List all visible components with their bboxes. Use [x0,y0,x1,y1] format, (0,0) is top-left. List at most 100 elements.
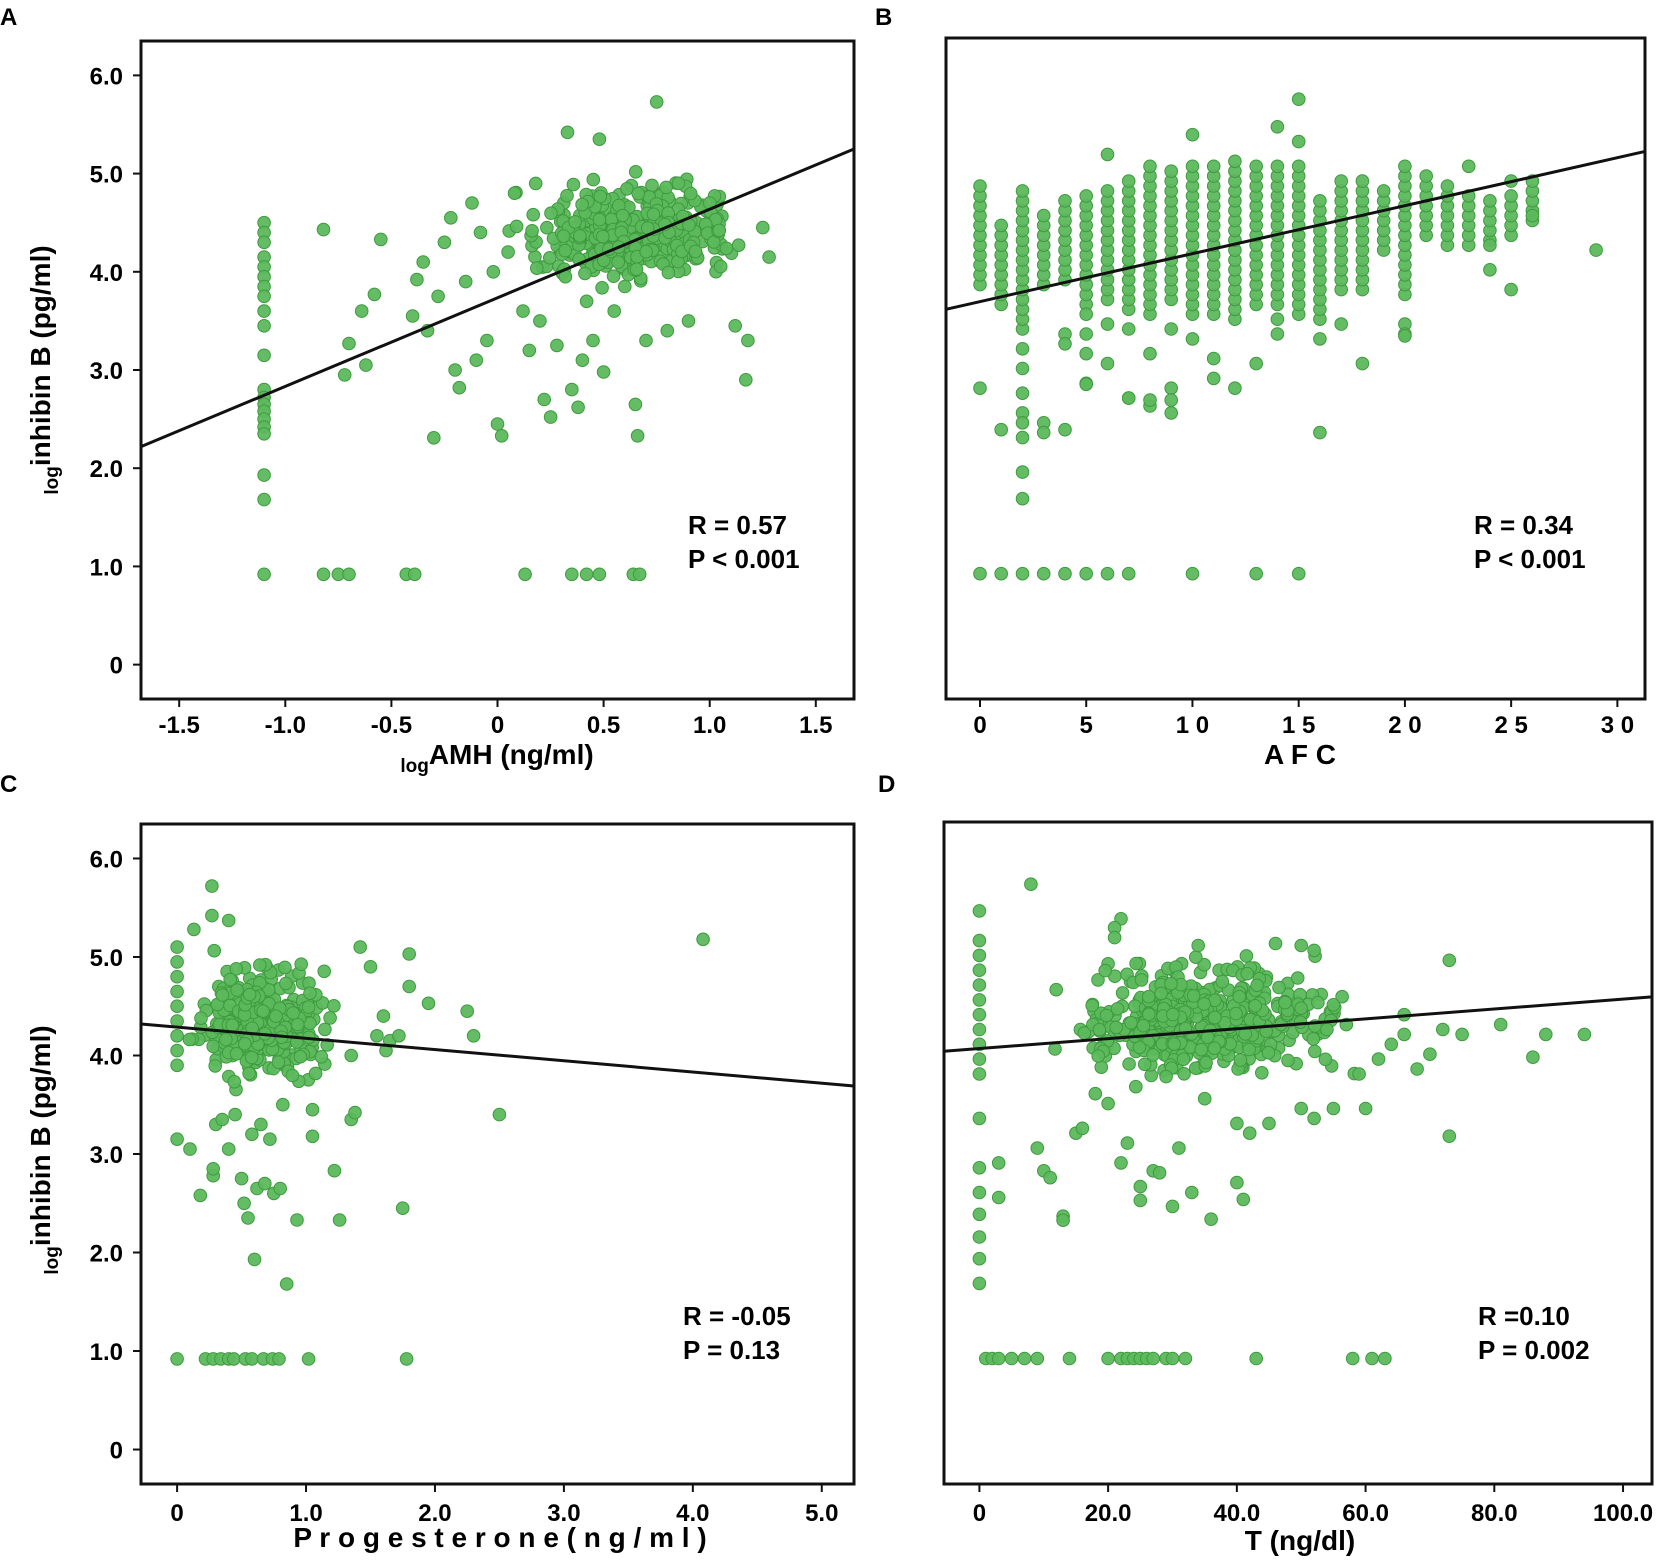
data-point [1185,127,1200,142]
data-point [1172,1141,1186,1155]
cluster-point [1142,1007,1156,1022]
data-point [416,255,431,269]
column-point [1143,346,1157,361]
cluster-point [1207,1041,1222,1055]
data-point [170,1043,184,1058]
panel-c-y-axis-title-main: inhibin B (pg/ml) [25,1025,56,1246]
column-point [1334,174,1348,188]
data-point [1442,1129,1457,1143]
data-point [1398,329,1412,343]
column-point [1015,386,1030,401]
cluster-point [1129,956,1143,971]
data-point [205,879,219,893]
column-point [1121,566,1136,581]
data-point [1146,1351,1160,1366]
data-point [469,353,484,368]
panel-d-frame [942,820,1654,1486]
cluster-point [303,986,317,1001]
column-point [973,381,987,396]
data-point [972,963,987,978]
x-tick-label: -0.5 [371,712,412,739]
data-point [632,567,647,582]
data-point [257,468,271,482]
data-point [1062,1351,1077,1366]
data-point [681,314,696,328]
panel-d-stat-p: P = 0.002 [1478,1335,1590,1365]
data-point [543,410,558,424]
data-point [507,186,522,200]
x-tick-label: -1.5 [159,712,200,739]
cluster-point [575,197,589,212]
data-point [565,382,579,397]
cluster-point [1115,986,1130,1000]
data-point [215,1112,229,1127]
data-point [1577,1027,1592,1042]
data-point [301,1352,316,1366]
y-tick-label: 1.0 [90,1339,123,1366]
data-point [305,1102,320,1117]
data-point [241,1211,255,1225]
cluster-point [317,964,332,979]
cluster-point [1166,1007,1180,1022]
panel-d-axes: 0 20.0 40.0 60.0 80.0 100.0 [973,1484,1653,1527]
data-point [1371,1052,1386,1066]
data-point [257,567,271,582]
column-point [1164,381,1178,396]
panel-c: C 0 1.0 2.0 3.0 4.0 5.0 0 1.0 2.0 3.0 4.0 5.0 6.0 R … [0,771,856,1553]
cluster-point [1048,1042,1062,1056]
cluster-point [526,207,541,222]
data-point [972,1251,987,1266]
column-point [1015,465,1030,479]
column-point [1398,159,1412,174]
x-tick-label: 0.5 [587,712,620,739]
data-point [183,1142,197,1156]
data-point [272,1352,286,1366]
column-point [1270,312,1285,327]
data-point [245,1352,259,1366]
data-point [405,309,420,323]
column-point [1185,566,1200,581]
data-point [466,1029,481,1043]
panel-d-stat-r: R =0.10 [1478,1301,1570,1331]
cluster-point [1098,963,1112,978]
data-point [276,1097,290,1112]
data-point [1178,1351,1193,1366]
data-point [1133,1193,1148,1208]
data-point [273,1181,288,1196]
y-tick-label: 6.0 [90,846,123,873]
data-point [1455,1027,1469,1042]
data-point [170,1029,184,1043]
panel-d-x-axis-title: T (ng/dl) [1245,1525,1355,1556]
x-tick-label: 40.0 [1213,1500,1260,1527]
cluster-point [1049,982,1063,997]
data-point [518,567,532,582]
cluster-point [229,962,244,976]
data-point [370,1029,384,1043]
data-point [991,1190,1006,1205]
column-point [1270,327,1285,341]
x-tick-label: 3 0 [1601,712,1634,739]
cluster-point [646,207,661,222]
x-tick-label: 1.0 [289,1500,322,1527]
data-point [458,274,473,289]
panel-a-x-axis-title-sub: log [400,756,429,777]
x-tick-label: 20.0 [1085,1500,1132,1527]
cluster-point [1318,1052,1333,1067]
x-tick-label: 5.0 [805,1500,838,1527]
data-point [170,984,184,999]
data-point [258,1176,272,1191]
column-point [1058,566,1072,581]
column-point [1058,194,1072,208]
cluster-point [229,1047,244,1061]
cluster-point [1208,1010,1222,1025]
data-point [247,1252,262,1267]
data-point [1483,238,1497,252]
column-point [1058,337,1072,351]
cluster-point [628,165,643,179]
cluster-point [592,212,607,227]
cluster-point [530,261,544,276]
cluster-point [323,1011,337,1025]
column-point [1504,189,1518,203]
column-point [1015,416,1030,430]
cluster-point [1146,1048,1160,1062]
